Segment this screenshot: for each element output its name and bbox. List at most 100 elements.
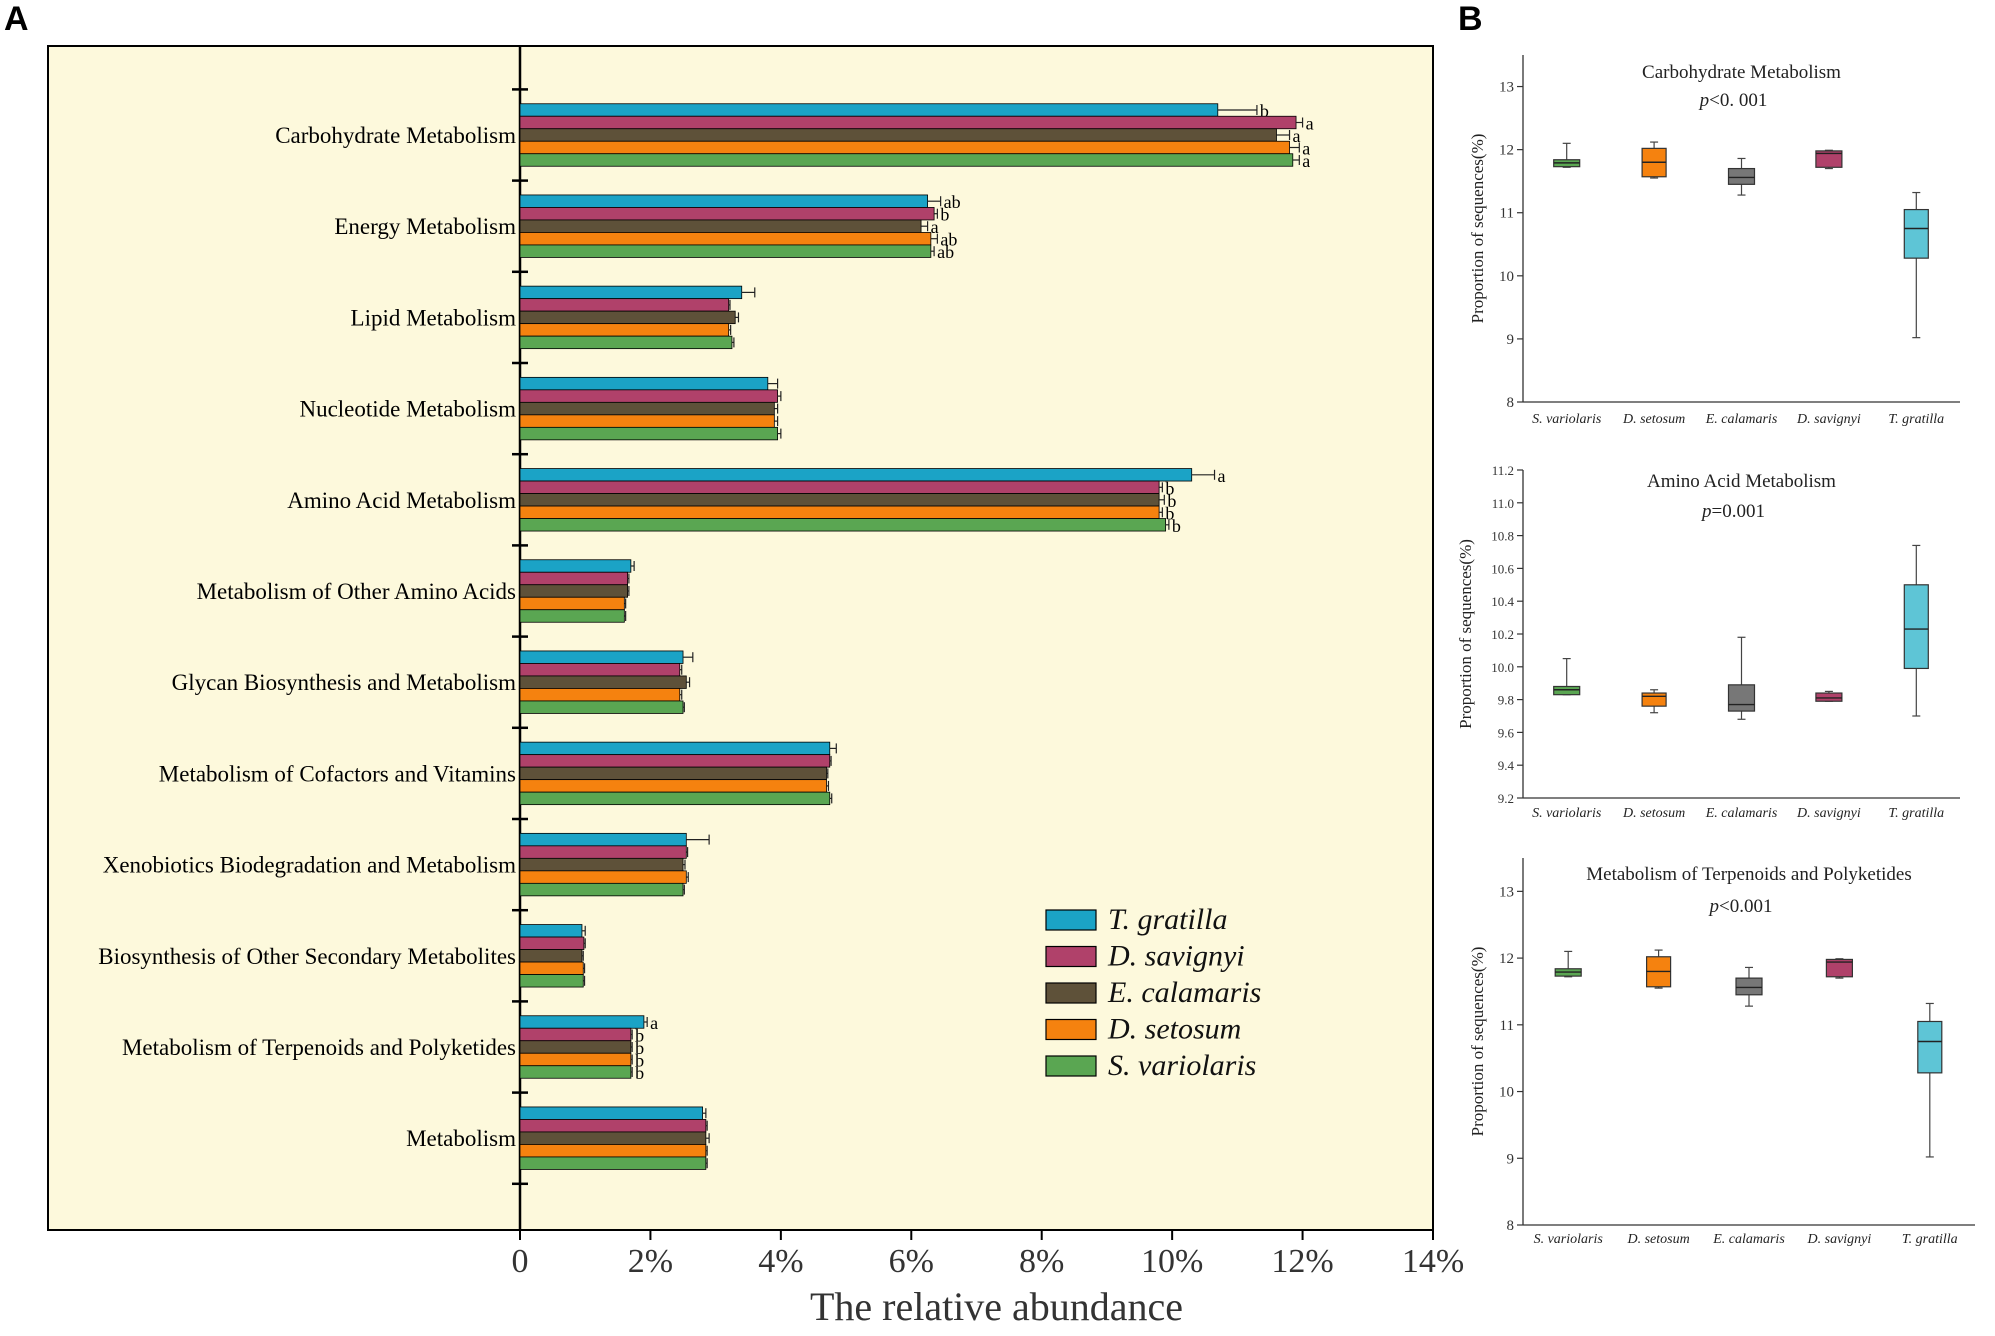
significance-label: b <box>635 1038 644 1058</box>
y-tick-label: 11.2 <box>1492 463 1514 478</box>
box <box>1735 977 1763 996</box>
p-value-text: <0. 001 <box>1709 90 1767 111</box>
x-tick-label: 0 <box>512 1243 529 1280</box>
category-label: Metabolism of Terpenoids and Polyketides <box>122 1035 516 1060</box>
panel-b-label: B <box>1458 0 1483 38</box>
y-tick-label: 10 <box>1499 269 1514 285</box>
p-value-symbol: p <box>1700 501 1712 522</box>
y-tick-label: 8 <box>1507 1218 1515 1234</box>
category-label: D. setosum <box>1622 806 1685 821</box>
box-plot-2: 9.2 9.4 9.6 9.8 10.0 10.2 10.4 10.6 10.8 11.0 11.2… <box>1456 463 1960 821</box>
bar <box>519 153 1294 167</box>
bar <box>519 974 584 988</box>
category-label: T. gratilla <box>1888 806 1944 821</box>
category-label: Amino Acid Metabolism <box>287 488 516 513</box>
legend-label: S. variolaris <box>1108 1049 1256 1082</box>
bar <box>519 140 1290 155</box>
p-value-label: p<0. 001 <box>1698 90 1768 111</box>
bar <box>519 1144 707 1158</box>
significance-label: ab <box>944 192 961 212</box>
significance-label: ab <box>937 242 954 262</box>
bar <box>519 335 733 350</box>
bar <box>519 219 922 233</box>
bar <box>519 1131 707 1145</box>
bar <box>519 518 1167 532</box>
x-axis-title: The relative abundance <box>810 1284 1183 1329</box>
bar <box>519 1027 632 1042</box>
bar <box>519 207 935 221</box>
y-tick-label: 10.6 <box>1491 561 1514 576</box>
x-tick-label: 14% <box>1402 1243 1464 1280</box>
box-plot-1: 8 9 10 11 12 13 Carbohydrate Metabolism p<0. 00… <box>1468 55 1960 427</box>
category-label: Energy Metabolism <box>334 214 516 239</box>
bar <box>519 376 769 391</box>
bar <box>519 870 687 884</box>
x-tick-label: 10% <box>1141 1243 1203 1280</box>
x-tick-label: 4% <box>758 1243 803 1280</box>
bar <box>519 949 583 963</box>
category-label: E. calamaris <box>1712 1232 1785 1247</box>
y-tick-label: 11 <box>1500 1018 1514 1034</box>
legend-label: T. gratilla <box>1108 903 1227 936</box>
bar <box>519 754 831 768</box>
bar <box>519 285 743 300</box>
p-value-symbol: p <box>1698 90 1710 111</box>
bar <box>519 663 681 677</box>
category-label: Xenobiotics Biodegradation and Metabolis… <box>103 853 516 878</box>
bar <box>519 1040 632 1054</box>
legend-label: D. savignyi <box>1107 940 1245 973</box>
x-tick-label: 8% <box>1019 1243 1064 1280</box>
y-tick-label: 13 <box>1499 884 1514 900</box>
bar <box>519 323 730 337</box>
significance-label: b <box>635 1026 644 1046</box>
bar <box>519 298 730 312</box>
y-tick-label: 10.4 <box>1491 594 1514 609</box>
significance-label: a <box>1293 126 1301 146</box>
box <box>1903 208 1929 259</box>
y-axis-title: Proportion of sequences(%) <box>1468 947 1487 1137</box>
box <box>1815 150 1843 168</box>
significance-label: b <box>1172 516 1181 536</box>
bar <box>519 882 684 897</box>
bar <box>519 480 1160 494</box>
category-label: D. savignyi <box>1807 1232 1872 1247</box>
bar <box>519 559 632 573</box>
y-tick-label: 12 <box>1499 143 1514 159</box>
category-label: Carbohydrate Metabolism <box>275 123 516 148</box>
box <box>1641 692 1667 707</box>
bar <box>519 650 684 664</box>
bar <box>519 426 778 441</box>
box <box>1727 167 1756 185</box>
y-tick-label: 9.8 <box>1498 693 1514 708</box>
y-tick-label: 10.0 <box>1491 660 1514 675</box>
y-tick-label: 12 <box>1499 951 1514 967</box>
bar <box>519 1015 645 1029</box>
bar <box>519 766 827 781</box>
significance-label: a <box>1302 151 1310 171</box>
box <box>1727 684 1756 712</box>
category-label: T. gratilla <box>1888 412 1944 427</box>
bar <box>519 571 629 586</box>
p-value-text: <0.001 <box>1719 896 1772 917</box>
bar <box>519 1106 704 1120</box>
bar <box>519 103 1219 117</box>
y-tick-label: 11.0 <box>1492 496 1514 511</box>
category-label: Lipid Metabolism <box>351 305 517 330</box>
significance-label: b <box>1165 503 1174 523</box>
bar <box>519 389 778 403</box>
significance-label: b <box>1167 491 1176 511</box>
significance-label: a <box>931 217 939 237</box>
category-label: T. gratilla <box>1902 1232 1958 1247</box>
bar <box>519 505 1160 519</box>
bar <box>519 468 1193 482</box>
box <box>1903 584 1929 670</box>
bar <box>519 244 932 258</box>
legend-label: D. setosum <box>1107 1013 1241 1046</box>
bar <box>519 845 687 859</box>
bar <box>519 584 629 598</box>
category-label: Nucleotide Metabolism <box>299 397 516 422</box>
y-tick-label: 9.4 <box>1498 758 1515 773</box>
bar <box>519 924 583 938</box>
